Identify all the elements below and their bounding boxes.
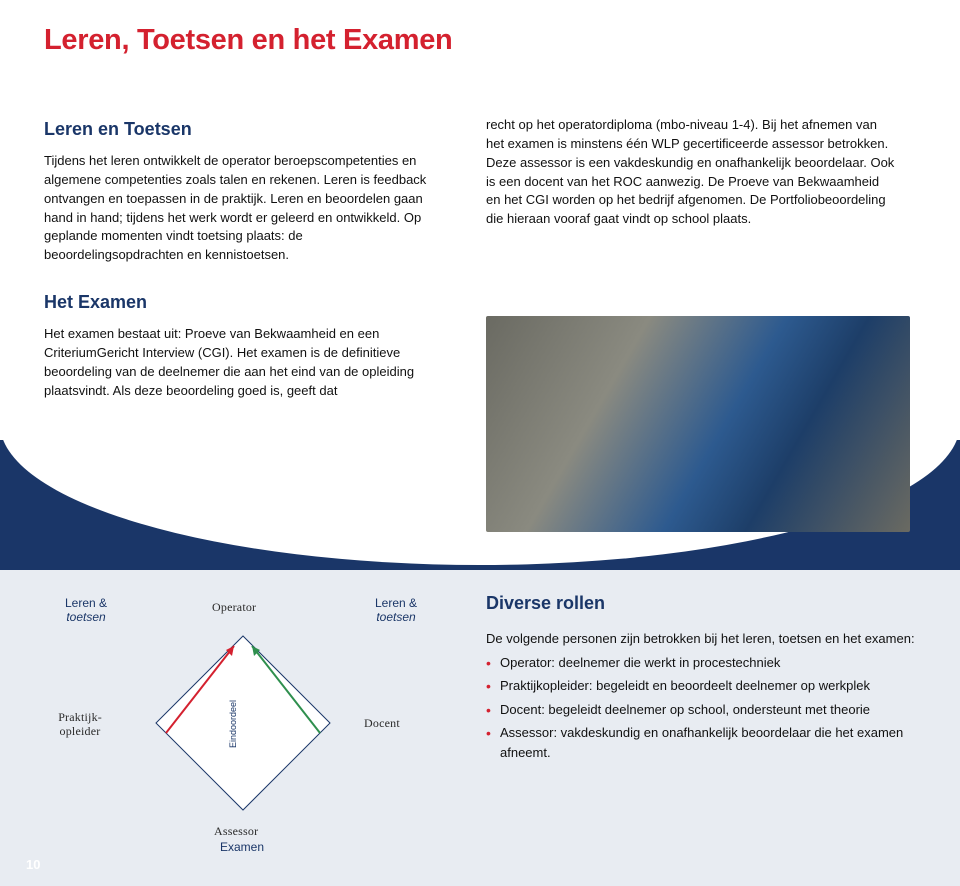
roles-intro: De volgende personen zijn betrokken bij …: [486, 629, 916, 649]
roles-item: Assessor: vakdeskundig en onafhankelijk …: [486, 723, 916, 762]
roles-diagram: Leren & toetsen Operator Leren & toetsen…: [44, 590, 444, 850]
page-title: Leren, Toetsen en het Examen: [44, 24, 452, 57]
diagram-label-assessor: Assessor: [214, 824, 258, 838]
photo-placeholder: [486, 316, 910, 532]
roles-list: Operator: deelnemer die werkt in procest…: [486, 653, 916, 763]
diagram-text: Leren &: [65, 596, 107, 610]
right-column: recht op het operatordiploma (mbo-niveau…: [486, 116, 896, 229]
diagram-label-lt-1: Leren & toetsen: [46, 596, 126, 625]
diamond-svg: Eindoordeel: [148, 628, 338, 818]
diagram-text: toetsen: [66, 610, 105, 624]
leren-heading: Leren en Toetsen: [44, 116, 444, 142]
diagram-text: Leren &: [375, 596, 417, 610]
roles-item: Docent: begeleidt deelnemer op school, o…: [486, 700, 916, 720]
roles-panel: Diverse rollen De volgende personen zijn…: [486, 590, 916, 766]
diagram-label-docent: Docent: [364, 716, 400, 730]
diagram-label-operator: Operator: [212, 600, 256, 614]
roles-item: Operator: deelnemer die werkt in procest…: [486, 653, 916, 673]
roles-heading: Diverse rollen: [486, 590, 916, 617]
leren-body: Tijdens het leren ontwikkelt de operator…: [44, 152, 444, 265]
roles-item: Praktijkopleider: begeleidt en beoordeel…: [486, 676, 916, 696]
right-body: recht op het operatordiploma (mbo-niveau…: [486, 116, 896, 229]
left-column: Leren en Toetsen Tijdens het leren ontwi…: [44, 116, 444, 401]
eind-text: Eindoordeel: [228, 700, 238, 748]
diagram-label-lt-2: Leren & toetsen: [356, 596, 436, 625]
diagram-label-examen: Examen: [220, 840, 264, 854]
diamond-shape: [156, 636, 330, 810]
exam-body: Het examen bestaat uit: Proeve van Bekwa…: [44, 325, 444, 400]
exam-heading: Het Examen: [44, 289, 444, 315]
page-number: 10: [26, 857, 40, 872]
diagram-text: toetsen: [376, 610, 415, 624]
diagram-label-praktijk: Praktijk­opleider: [44, 710, 116, 739]
